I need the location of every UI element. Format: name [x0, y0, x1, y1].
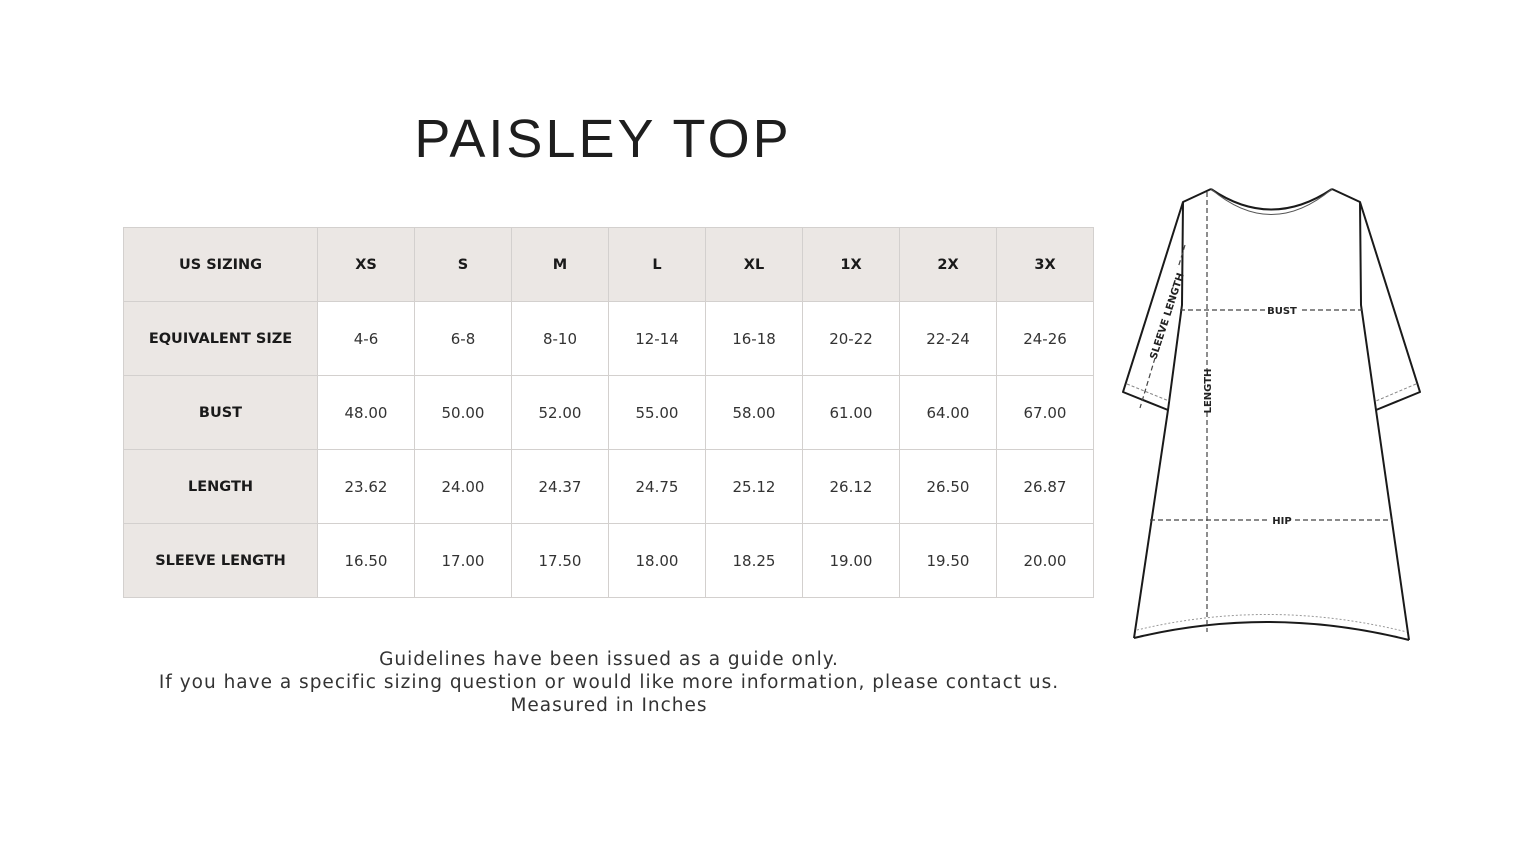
page-title: PAISLEY TOP — [414, 109, 792, 169]
garment-outline — [1122, 188, 1421, 641]
row-label: EQUIVALENT SIZE — [123, 301, 318, 376]
size-header: 2X — [899, 227, 997, 302]
table-cell: 24-26 — [996, 301, 1094, 376]
table-cell: 20-22 — [802, 301, 900, 376]
table-cell: 19.50 — [899, 523, 997, 598]
table-cell: 67.00 — [996, 375, 1094, 450]
table-cell: 16.50 — [317, 523, 415, 598]
size-header: L — [608, 227, 706, 302]
table-cell: 25.12 — [705, 449, 803, 524]
size-header: XS — [317, 227, 415, 302]
table-cell: 64.00 — [899, 375, 997, 450]
row-label: SLEEVE LENGTH — [123, 523, 318, 598]
size-header: 3X — [996, 227, 1094, 302]
table-cell: 26.50 — [899, 449, 997, 524]
table-cell: 8-10 — [511, 301, 609, 376]
size-header: XL — [705, 227, 803, 302]
header-label: US SIZING — [123, 227, 318, 302]
table-cell: 20.00 — [996, 523, 1094, 598]
table-cell: 19.00 — [802, 523, 900, 598]
size-header: S — [414, 227, 512, 302]
table-cell: 22-24 — [899, 301, 997, 376]
table-row: LENGTH 23.62 24.00 24.37 24.75 25.12 26.12 26.5… — [123, 449, 1094, 524]
table-cell: 17.00 — [414, 523, 512, 598]
garment-measurement-diagram: SLEEVE LENGTH LENGTH BUST HIP — [1122, 188, 1421, 641]
table-cell: 26.87 — [996, 449, 1094, 524]
table-cell: 23.62 — [317, 449, 415, 524]
bust-label: BUST — [1267, 306, 1297, 317]
table-cell: 24.75 — [608, 449, 706, 524]
table-cell: 18.00 — [608, 523, 706, 598]
hip-label: HIP — [1272, 516, 1291, 527]
table-cell: 61.00 — [802, 375, 900, 450]
table-cell: 50.00 — [414, 375, 512, 450]
size-chart-table: US SIZING XS S M L XL 1X 2X 3X EQUIVALENT SIZE 4-6… — [123, 227, 1094, 598]
table-cell: 24.00 — [414, 449, 512, 524]
table-cell: 24.37 — [511, 449, 609, 524]
table-cell: 16-18 — [705, 301, 803, 376]
row-label: BUST — [123, 375, 318, 450]
table-cell: 6-8 — [414, 301, 512, 376]
table-row: EQUIVALENT SIZE 4-6 6-8 8-10 12-14 16-18 20-22… — [123, 301, 1094, 376]
table-row: BUST 48.00 50.00 52.00 55.00 58.00 61.00 64.00 6… — [123, 375, 1094, 450]
note-units: Measured in Inches — [510, 695, 708, 716]
table-cell: 52.00 — [511, 375, 609, 450]
note-contact: If you have a specific sizing question o… — [158, 672, 1060, 693]
table-cell: 18.25 — [705, 523, 803, 598]
table-cell: 48.00 — [317, 375, 415, 450]
length-label: LENGTH — [1203, 369, 1214, 414]
size-header: 1X — [802, 227, 900, 302]
size-header: M — [511, 227, 609, 302]
table-header-row: US SIZING XS S M L XL 1X 2X 3X — [123, 227, 1094, 302]
row-label: LENGTH — [123, 449, 318, 524]
note-guide-only: Guidelines have been issued as a guide o… — [379, 649, 839, 670]
sizing-notes: Guidelines have been issued as a guide o… — [100, 648, 1118, 717]
table-cell: 4-6 — [317, 301, 415, 376]
table-cell: 12-14 — [608, 301, 706, 376]
measurement-guides — [1139, 192, 1392, 632]
table-cell: 17.50 — [511, 523, 609, 598]
table-cell: 55.00 — [608, 375, 706, 450]
table-row: SLEEVE LENGTH 16.50 17.00 17.50 18.00 18.25 19… — [123, 523, 1094, 598]
table-cell: 58.00 — [705, 375, 803, 450]
table-cell: 26.12 — [802, 449, 900, 524]
